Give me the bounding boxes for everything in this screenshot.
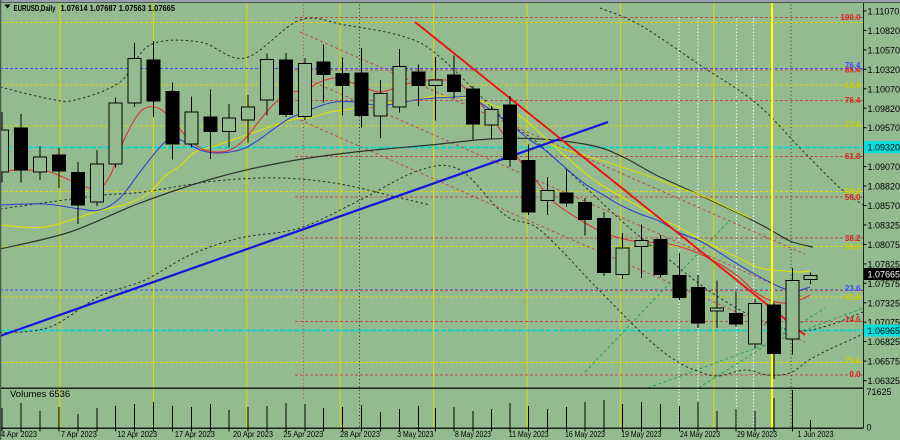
svg-text:19 May 2023: 19 May 2023: [621, 429, 661, 439]
svg-text:4 Apr 2023: 4 Apr 2023: [1, 429, 37, 439]
svg-text:8 May 2023: 8 May 2023: [455, 429, 491, 439]
svg-text:1.06965: 1.06965: [868, 326, 900, 336]
svg-text:23.6: 23.6: [845, 284, 861, 293]
svg-text:28 Apr 2023: 28 Apr 2023: [340, 429, 380, 439]
svg-text:29 May 2023: 29 May 2023: [737, 429, 777, 439]
svg-text:76.4: 76.4: [845, 61, 861, 70]
svg-text:7 Apr 2023: 7 Apr 2023: [61, 429, 97, 439]
svg-text:14.6: 14.6: [845, 81, 861, 90]
svg-text:61.8: 61.8: [845, 293, 861, 302]
svg-text:71625: 71625: [867, 387, 892, 397]
svg-text:14.6: 14.6: [845, 315, 861, 324]
svg-text:50.0: 50.0: [845, 193, 861, 202]
svg-text:1 Jun 2023: 1 Jun 2023: [798, 429, 834, 439]
svg-text:1.10320: 1.10320: [868, 65, 900, 75]
svg-text:11 May 2023: 11 May 2023: [509, 429, 549, 439]
svg-text:1.08570: 1.08570: [868, 201, 900, 211]
svg-text:1.07825: 1.07825: [868, 259, 900, 269]
svg-text:1.07665: 1.07665: [868, 270, 900, 280]
svg-text:1.11070: 1.11070: [868, 7, 900, 17]
svg-text:1.07325: 1.07325: [868, 298, 900, 308]
svg-text:1.07075: 1.07075: [868, 318, 900, 328]
svg-text:1.06575: 1.06575: [868, 357, 900, 367]
svg-text:23.6: 23.6: [845, 120, 861, 129]
svg-text:1.06825: 1.06825: [868, 337, 900, 347]
svg-text:1.09320: 1.09320: [868, 143, 900, 153]
svg-text:1.10820: 1.10820: [868, 26, 900, 36]
svg-text:38.2: 38.2: [845, 187, 861, 196]
svg-text:3 May 2023: 3 May 2023: [397, 429, 433, 439]
svg-text:100.0: 100.0: [840, 13, 861, 22]
svg-text:1.08820: 1.08820: [868, 182, 900, 192]
svg-text:0: 0: [867, 423, 872, 433]
svg-text:1.08075: 1.08075: [868, 240, 900, 250]
svg-text:1.06325: 1.06325: [868, 376, 900, 386]
svg-text:0.0: 0.0: [849, 370, 861, 379]
svg-text:20 Apr 2023: 20 Apr 2023: [233, 429, 273, 439]
svg-text:1.07575: 1.07575: [868, 279, 900, 289]
svg-text:50.0: 50.0: [845, 243, 861, 252]
svg-text:38.2: 38.2: [845, 234, 861, 243]
svg-text:1.09570: 1.09570: [868, 123, 900, 133]
svg-text:1.07614 1.07687 1.07563 1.0766: 1.07614 1.07687 1.07563 1.07665: [61, 3, 176, 13]
svg-text:1.09070: 1.09070: [868, 162, 900, 172]
svg-text:EURUSD,Daily: EURUSD,Daily: [14, 3, 56, 13]
svg-text:1.08325: 1.08325: [868, 220, 900, 230]
svg-text:12 Apr 2023: 12 Apr 2023: [117, 429, 157, 439]
svg-text:1.09820: 1.09820: [868, 104, 900, 114]
svg-text:76.4: 76.4: [845, 356, 861, 365]
svg-text:85.4: 85.4: [845, 66, 861, 75]
svg-text:16 May 2023: 16 May 2023: [565, 429, 605, 439]
svg-text:25 Apr 2023: 25 Apr 2023: [283, 429, 323, 439]
svg-text:61.8: 61.8: [845, 152, 861, 161]
svg-text:1.10570: 1.10570: [868, 45, 900, 55]
svg-text:Volumes 6536: Volumes 6536: [10, 389, 70, 400]
svg-text:17 Apr 2023: 17 Apr 2023: [175, 429, 215, 439]
svg-text:1.10070: 1.10070: [868, 84, 900, 94]
svg-text:76.4: 76.4: [845, 96, 861, 105]
svg-text:24 May 2023: 24 May 2023: [680, 429, 720, 439]
